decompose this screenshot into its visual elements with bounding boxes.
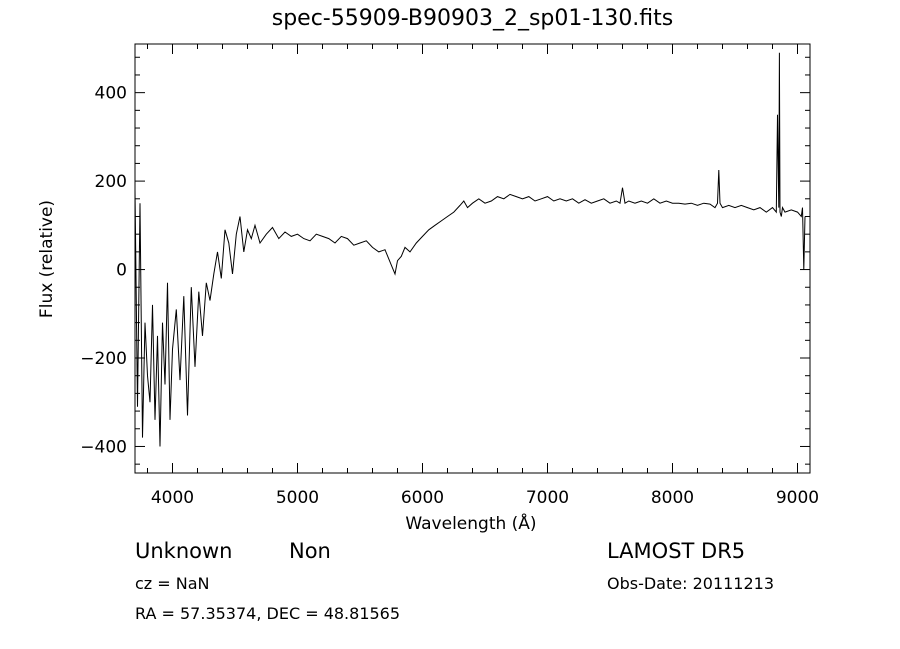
axis-tick-labels: 4000 5000 6000 7000 8000 9000 −400 −200 0 200 400: [80, 84, 819, 508]
x-tick-label: 8000: [651, 488, 694, 508]
plot-frame: [134, 43, 811, 474]
axis-ticks: [135, 44, 810, 473]
survey-name: LAMOST DR5: [607, 539, 746, 563]
spectrum-line: [134, 52, 806, 447]
object-subclass: Non: [289, 539, 331, 563]
x-tick-label: 7000: [526, 488, 569, 508]
y-tick-label: 400: [95, 84, 127, 104]
x-tick-label: 6000: [401, 488, 444, 508]
redshift-cz: cz = NaN: [135, 574, 210, 593]
y-axis-label: Flux (relative): [37, 200, 57, 318]
x-axis-label: Wavelength (Å): [405, 512, 536, 534]
y-tick-label: 200: [95, 172, 127, 192]
x-tick-label: 5000: [276, 488, 319, 508]
object-class: Unknown: [135, 539, 233, 563]
observation-date: Obs-Date: 20111213: [607, 574, 775, 593]
x-tick-label: 4000: [151, 488, 194, 508]
chart-title: spec-55909-B90903_2_sp01-130.fits: [271, 6, 674, 31]
y-tick-label: −400: [80, 437, 127, 457]
x-tick-label: 9000: [776, 488, 819, 508]
coordinates: RA = 57.35374, DEC = 48.81565: [135, 604, 401, 623]
y-tick-label: 0: [116, 261, 127, 281]
y-tick-label: −200: [80, 349, 127, 369]
